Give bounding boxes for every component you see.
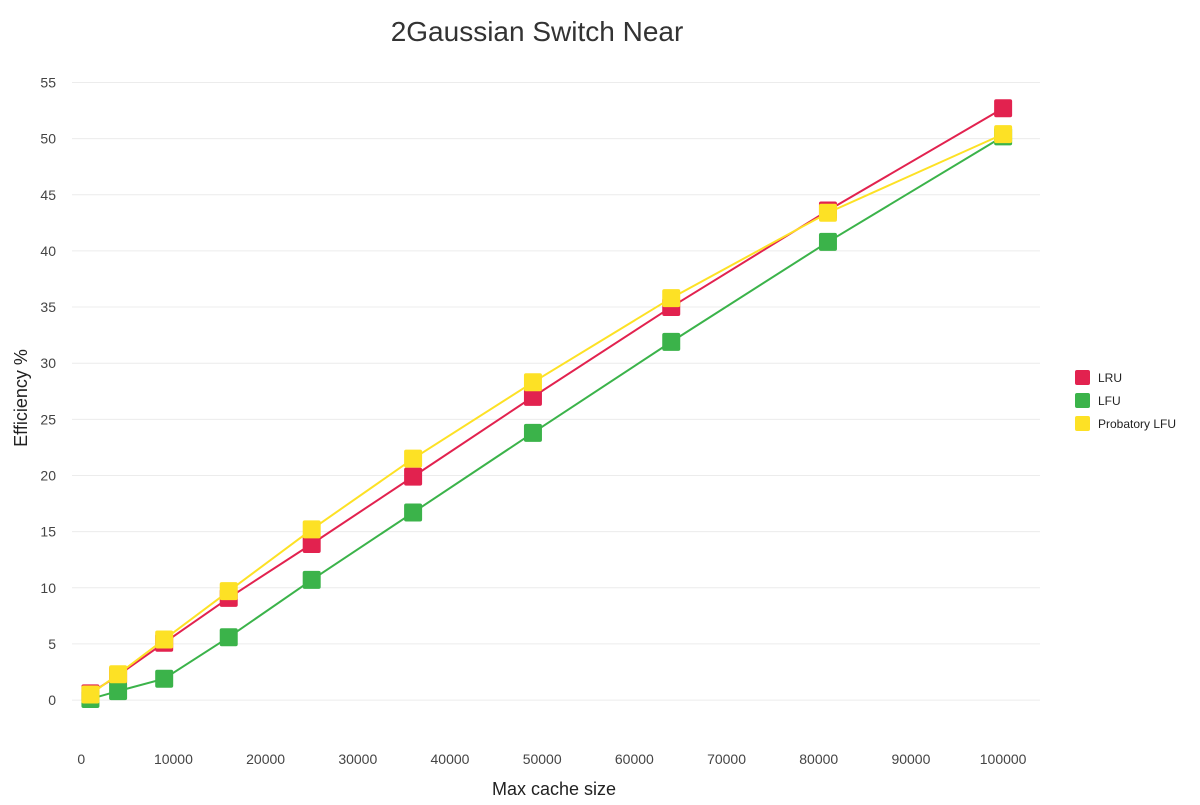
legend-swatch bbox=[1075, 370, 1090, 385]
series-line bbox=[90, 135, 1004, 700]
x-tick-label: 10000 bbox=[154, 751, 193, 767]
data-point bbox=[662, 332, 681, 351]
x-tick-label: 50000 bbox=[523, 751, 562, 767]
y-tick-label: 5 bbox=[48, 636, 56, 652]
x-axis-ticks: 0 10000 20000 30000 40000 50000 60000 70000 8000… bbox=[77, 751, 1026, 767]
legend-swatch bbox=[1075, 393, 1090, 408]
data-point bbox=[404, 449, 423, 468]
data-point bbox=[302, 534, 321, 553]
y-tick-label: 40 bbox=[40, 243, 56, 259]
series-probatory-lfu bbox=[81, 125, 1013, 704]
y-axis-label: Efficiency % bbox=[11, 349, 31, 447]
legend: LRU LFU Probatory LFU bbox=[1075, 370, 1176, 431]
x-tick-label: 80000 bbox=[799, 751, 838, 767]
x-tick-label: 70000 bbox=[707, 751, 746, 767]
data-point bbox=[523, 373, 542, 392]
data-point bbox=[523, 387, 542, 406]
x-tick-label: 20000 bbox=[246, 751, 285, 767]
data-point bbox=[404, 503, 423, 522]
chart-title: 2Gaussian Switch Near bbox=[391, 16, 684, 47]
y-tick-label: 35 bbox=[40, 299, 56, 315]
data-point bbox=[109, 682, 128, 701]
data-point bbox=[302, 570, 321, 589]
data-point bbox=[81, 685, 100, 704]
y-tick-label: 30 bbox=[40, 355, 56, 371]
x-tick-label: 40000 bbox=[431, 751, 470, 767]
legend-label: Probatory LFU bbox=[1098, 417, 1176, 431]
data-point bbox=[302, 520, 321, 539]
data-point bbox=[994, 125, 1013, 144]
x-tick-label: 100000 bbox=[980, 751, 1027, 767]
series-layer bbox=[81, 99, 1013, 708]
legend-label: LRU bbox=[1098, 371, 1122, 385]
data-point bbox=[155, 630, 174, 649]
grid-lines bbox=[72, 81, 1040, 701]
series-lfu bbox=[81, 127, 1013, 708]
y-tick-label: 0 bbox=[48, 692, 56, 708]
data-point bbox=[662, 289, 681, 308]
data-point bbox=[404, 467, 423, 486]
y-tick-label: 15 bbox=[40, 524, 56, 540]
data-point bbox=[818, 232, 837, 251]
data-point bbox=[994, 99, 1013, 118]
data-point bbox=[818, 203, 837, 222]
y-tick-label: 25 bbox=[40, 411, 56, 427]
x-axis-label: Max cache size bbox=[492, 779, 616, 799]
data-point bbox=[219, 628, 238, 647]
legend-label: LFU bbox=[1098, 394, 1121, 408]
data-point bbox=[523, 423, 542, 442]
x-tick-label: 0 bbox=[77, 751, 85, 767]
y-tick-label: 20 bbox=[40, 467, 56, 483]
x-tick-label: 60000 bbox=[615, 751, 654, 767]
y-tick-label: 10 bbox=[40, 580, 56, 596]
data-point bbox=[219, 582, 238, 601]
series-lru bbox=[81, 99, 1013, 703]
y-tick-label: 50 bbox=[40, 131, 56, 147]
series-line bbox=[89, 107, 1004, 695]
legend-swatch bbox=[1075, 416, 1090, 431]
x-tick-label: 30000 bbox=[338, 751, 377, 767]
y-axis-ticks: 0 5 10 15 20 25 30 35 40 45 50 55 bbox=[40, 74, 56, 708]
series-line bbox=[89, 133, 1004, 696]
x-tick-label: 90000 bbox=[891, 751, 930, 767]
y-tick-label: 45 bbox=[40, 187, 56, 203]
y-tick-label: 55 bbox=[40, 74, 56, 90]
data-point bbox=[109, 665, 128, 684]
data-point bbox=[155, 669, 174, 688]
